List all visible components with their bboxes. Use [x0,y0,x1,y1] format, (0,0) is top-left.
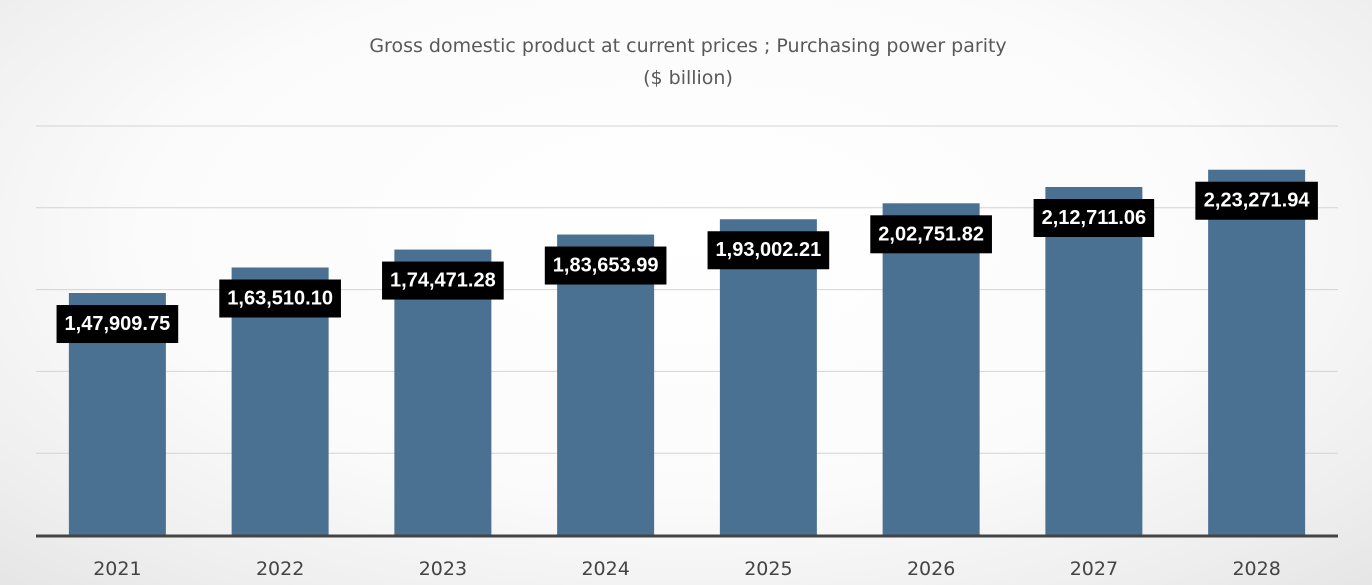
chart-subtitle: ($ billion) [643,67,733,89]
data-label-2022: 1,63,510.10 [219,279,341,318]
data-label-2028: 2,23,271.94 [1195,181,1318,220]
x-tick-label: 2023 [419,558,467,580]
data-label-background [56,305,179,344]
data-label-background [1195,181,1318,220]
x-tick-label: 2025 [744,558,792,580]
data-label-2026: 2,02,751.82 [870,215,992,254]
bar-2024 [557,234,655,536]
data-label-2023: 1,74,471.28 [382,261,504,300]
x-axis-tick-labels: 2021 2022 2023 2024 2025 2026 2027 2028 [93,558,1281,580]
data-label-2027: 2,12,711.06 [1033,199,1155,238]
x-tick-label: 2024 [581,558,629,580]
chart-title: Gross domestic product at current prices… [369,35,1006,57]
bar-2025 [719,219,817,535]
data-label-background [1033,199,1155,238]
bar-2028 [1208,169,1306,535]
data-label-background [382,261,504,300]
data-label-text: 2,02,751.82 [878,223,984,245]
data-label-2025: 1,93,002.21 [707,231,830,270]
data-label-2024: 1,83,653.99 [544,246,667,285]
data-label-text: 1,63,510.10 [227,287,333,309]
x-tick-label: 2022 [256,558,304,580]
bar-2027 [1045,187,1143,535]
x-tick-label: 2027 [1070,558,1118,580]
data-label-text: 1,83,653.99 [553,255,659,277]
x-tick-label: 2021 [93,558,141,580]
data-label-2021: 1,47,909.75 [56,305,179,344]
data-label-background [544,246,667,285]
data-label-background [707,231,830,270]
x-tick-label: 2026 [907,558,955,580]
data-labels: 1,47,909.75 1,63,510.10 1,74,471.28 1,83,65… [56,181,1318,344]
data-label-text: 2,12,711.06 [1042,207,1147,229]
data-label-background [219,279,341,318]
data-label-text: 1,74,471.28 [390,270,496,292]
bar-2026 [882,203,980,535]
x-tick-label: 2028 [1232,558,1280,580]
data-label-text: 1,93,002.21 [716,239,822,261]
data-label-text: 2,23,271.94 [1204,190,1311,212]
data-label-text: 1,47,909.75 [65,313,171,335]
data-label-background [870,215,992,254]
